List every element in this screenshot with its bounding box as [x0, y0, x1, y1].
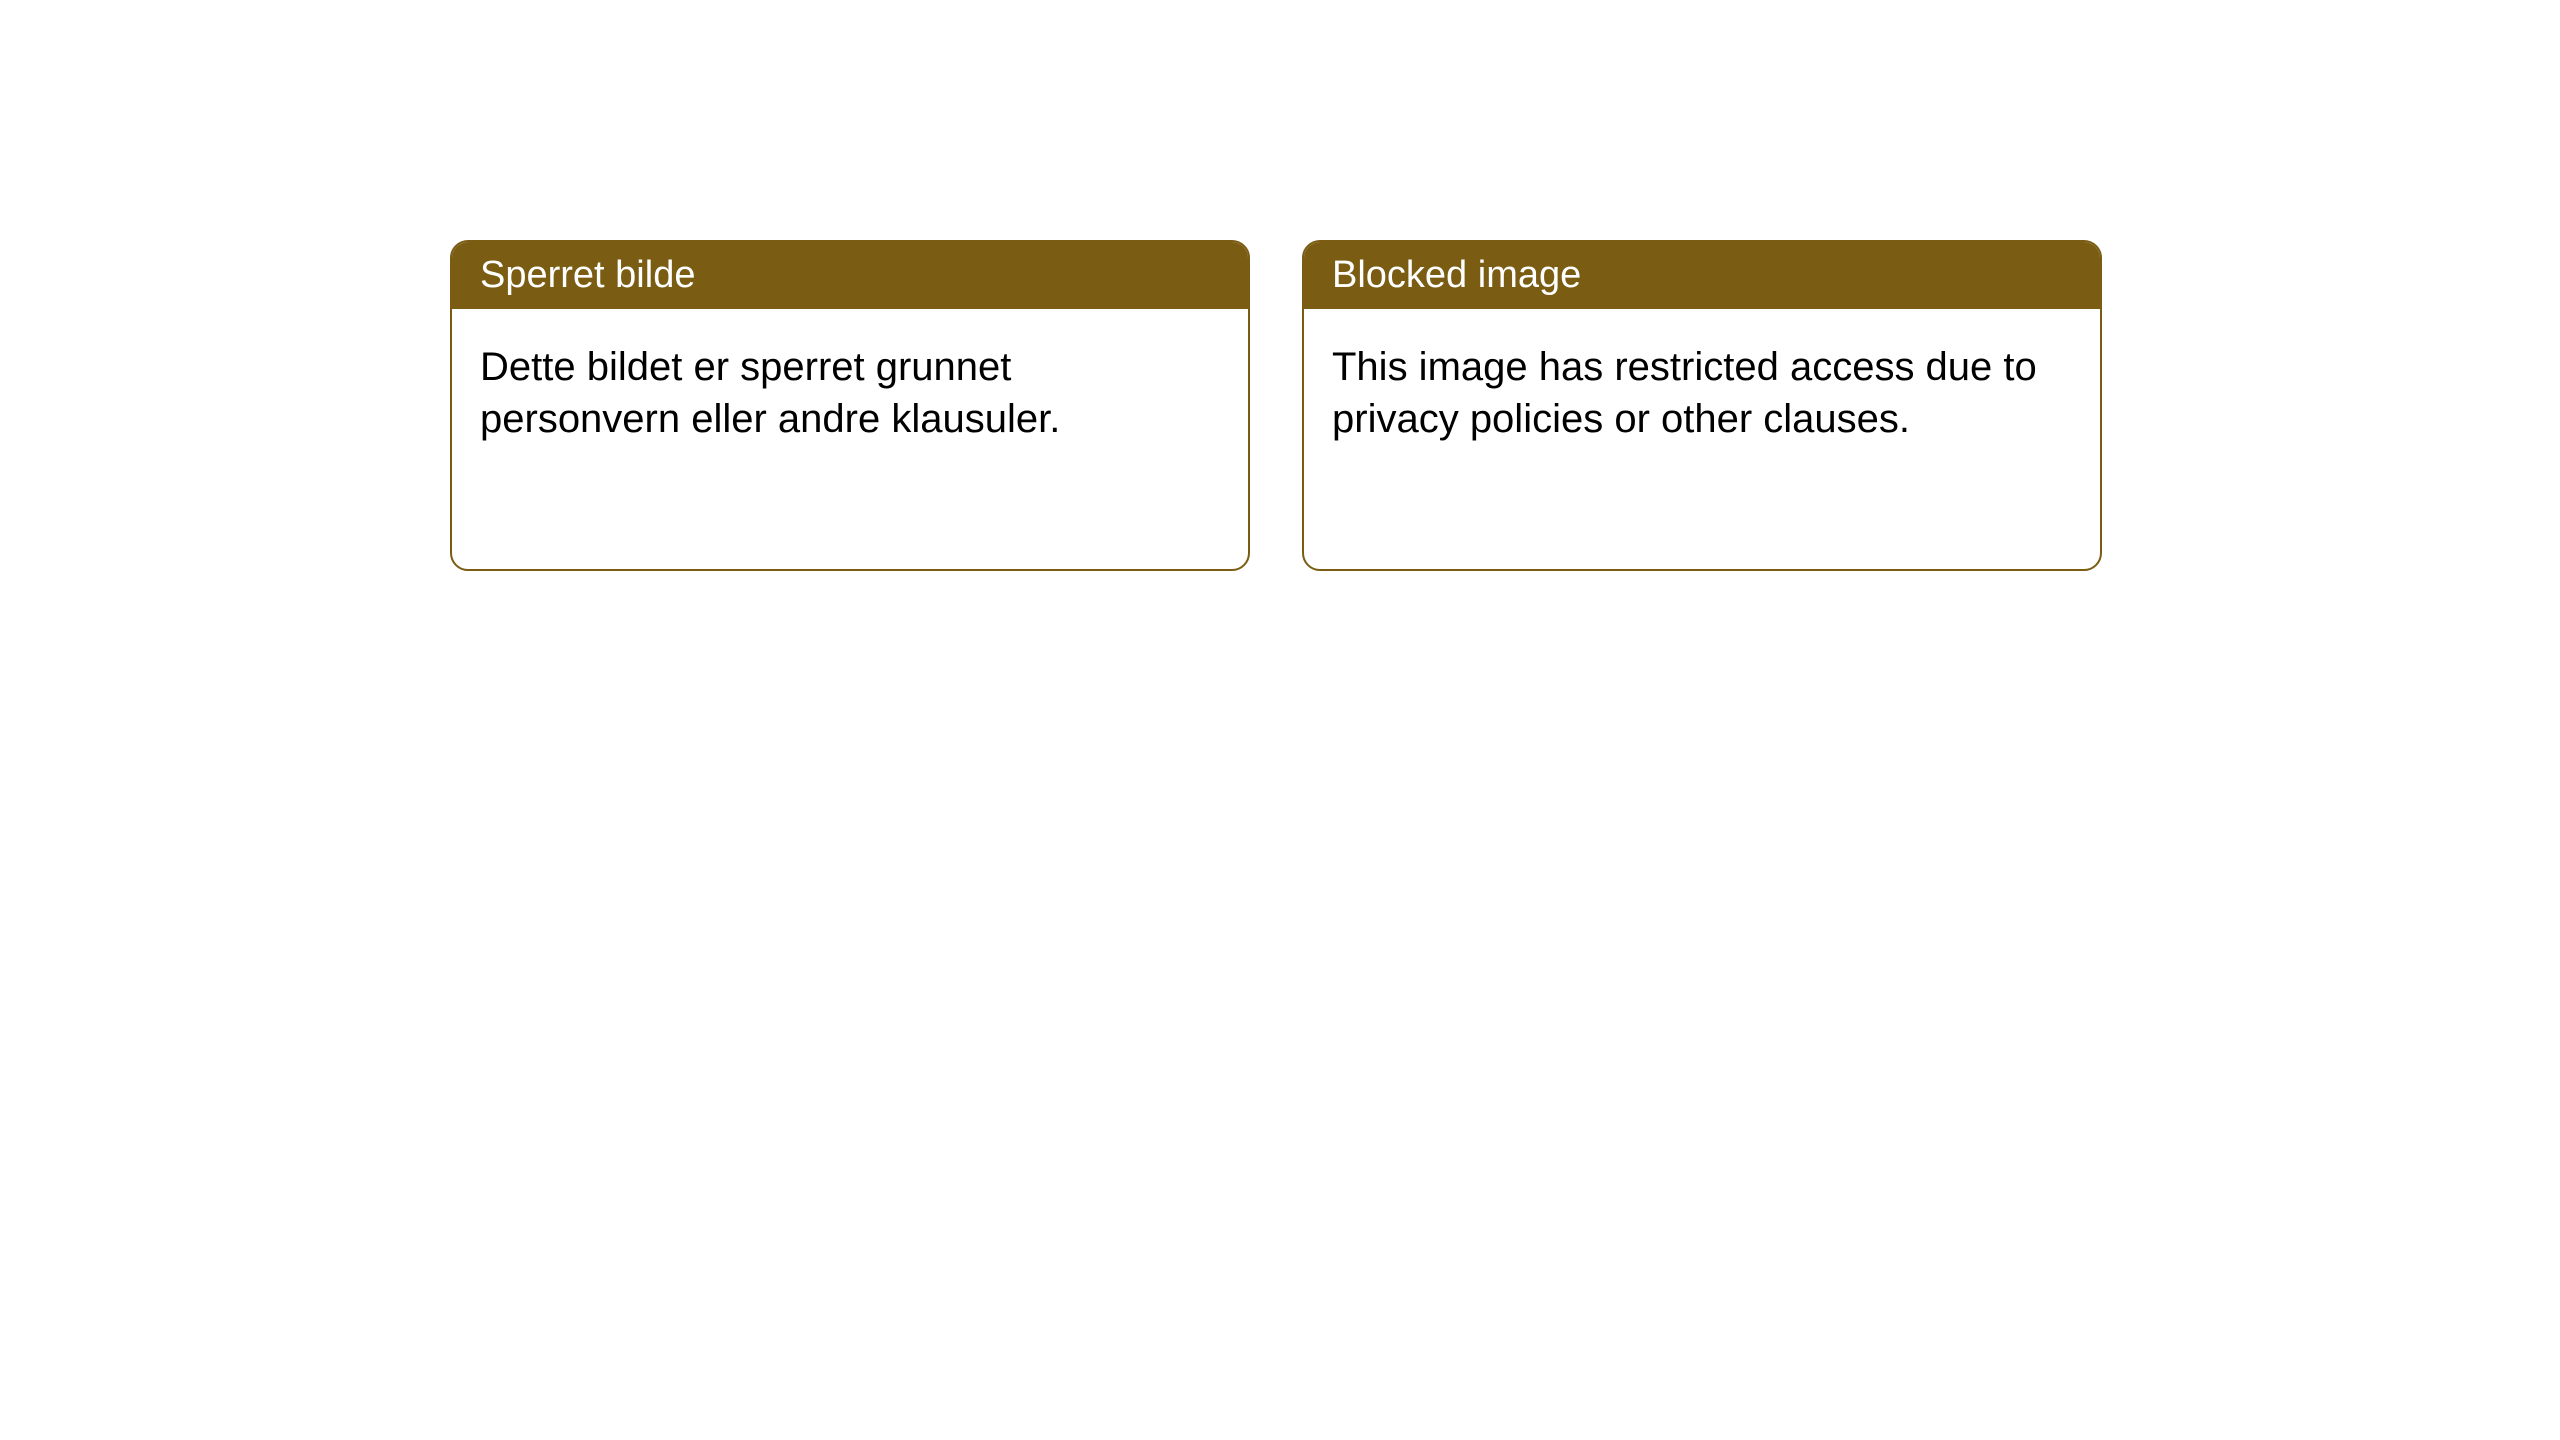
notice-card-body: Dette bildet er sperret grunnet personve…	[452, 309, 1248, 569]
notice-card-header: Blocked image	[1304, 242, 2100, 309]
notice-body-text: Dette bildet er sperret grunnet personve…	[480, 345, 1060, 441]
notice-title: Blocked image	[1332, 254, 1581, 296]
notice-card-header: Sperret bilde	[452, 242, 1248, 309]
notice-container: Sperret bilde Dette bildet er sperret gr…	[0, 0, 2560, 571]
notice-body-text: This image has restricted access due to …	[1332, 345, 2037, 441]
notice-card-body: This image has restricted access due to …	[1304, 309, 2100, 569]
notice-title: Sperret bilde	[480, 254, 695, 296]
notice-card-norwegian: Sperret bilde Dette bildet er sperret gr…	[450, 240, 1250, 571]
notice-card-english: Blocked image This image has restricted …	[1302, 240, 2102, 571]
